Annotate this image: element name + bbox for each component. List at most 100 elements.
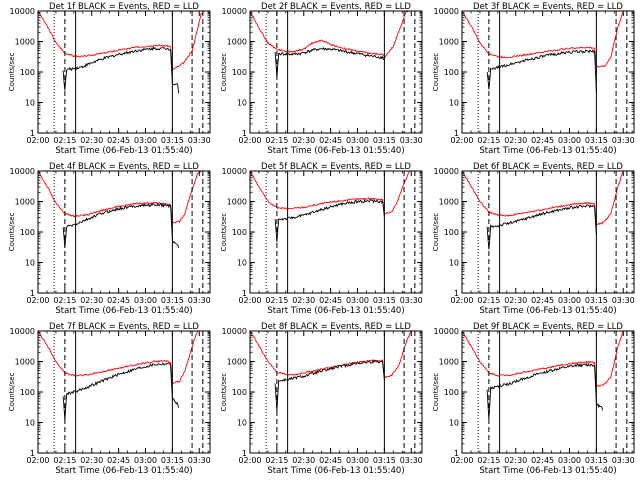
- series-line: [486, 48, 597, 94]
- chart-panel: Det 5f BLACK = Events, RED = LLD 1 10 100 10…: [220, 162, 423, 316]
- plot-frame: [249, 10, 423, 134]
- series-line: [62, 362, 180, 421]
- x-tick-label: 02:45: [107, 456, 130, 465]
- x-tick-label: 03:00: [134, 136, 157, 145]
- x-tick-label: 03:15: [161, 136, 184, 145]
- chart-panel: Det 3f BLACK = Events, RED = LLD 1 10 100 10…: [432, 2, 635, 156]
- x-tick-label: 02:45: [531, 296, 554, 305]
- x-tick-label: 02:45: [319, 456, 342, 465]
- x-axis-label: Start Time (06-Feb-13 01:55:40): [55, 466, 192, 476]
- chart-panel: Det 7f BLACK = Events, RED = LLD 1 10 100 10…: [8, 322, 211, 476]
- y-tick-label: 1000: [15, 38, 35, 47]
- y-axis-label: Counts/sec: [432, 213, 440, 252]
- x-tick-label: 03:30: [612, 136, 635, 145]
- x-tick-label: 02:15: [477, 296, 500, 305]
- y-tick-label: 10000: [10, 327, 35, 336]
- series-line: [62, 46, 180, 94]
- series-line: [461, 170, 624, 225]
- series-line: [486, 204, 597, 250]
- y-tick-label: 1000: [15, 358, 35, 367]
- x-tick-label: 02:00: [238, 136, 261, 145]
- y-tick-label: 100: [20, 388, 35, 397]
- x-tick-label: 02:15: [265, 296, 288, 305]
- x-tick-label: 02:00: [450, 456, 473, 465]
- plot-frame: [37, 330, 211, 454]
- x-tick-label: 03:00: [346, 136, 369, 145]
- x-tick-label: 03:00: [346, 456, 369, 465]
- x-tick-label: 03:15: [585, 456, 608, 465]
- chart-panel: Det 6f BLACK = Events, RED = LLD 1 10 100 10…: [432, 162, 635, 316]
- y-tick-label: 1000: [227, 198, 247, 207]
- x-tick-label: 02:30: [80, 296, 103, 305]
- x-tick-label: 03:00: [558, 456, 581, 465]
- x-tick-label: 03:00: [134, 456, 157, 465]
- x-tick-label: 03:00: [346, 296, 369, 305]
- x-tick-label: 02:45: [107, 136, 130, 145]
- y-tick-label: 10000: [222, 327, 247, 336]
- y-tick-label: 1000: [439, 38, 459, 47]
- y-tick-label: 1: [242, 449, 247, 458]
- x-tick-label: 02:15: [265, 456, 288, 465]
- x-axis-label: Start Time (06-Feb-13 01:55:40): [479, 466, 616, 476]
- y-tick-label: 1000: [439, 198, 459, 207]
- chart-title: Det 1f BLACK = Events, RED = LLD: [49, 2, 199, 12]
- y-tick-label: 1: [242, 129, 247, 138]
- chart-title: Det 5f BLACK = Events, RED = LLD: [261, 162, 411, 172]
- x-tick-label: 03:00: [134, 296, 157, 305]
- x-tick-label: 03:00: [558, 296, 581, 305]
- x-tick-label: 02:30: [504, 136, 527, 145]
- chart-title: Det 7f BLACK = Events, RED = LLD: [49, 322, 199, 332]
- x-tick-label: 03:30: [400, 456, 423, 465]
- series-line: [37, 330, 198, 384]
- chart-title: Det 3f BLACK = Events, RED = LLD: [473, 2, 623, 12]
- chart-title: Det 6f BLACK = Events, RED = LLD: [473, 162, 623, 172]
- y-tick-label: 10: [449, 99, 459, 108]
- chart-title: Det 8f BLACK = Events, RED = LLD: [261, 322, 411, 332]
- y-tick-label: 1000: [227, 38, 247, 47]
- x-tick-label: 02:45: [531, 456, 554, 465]
- x-tick-label: 03:15: [161, 456, 184, 465]
- x-tick-label: 03:30: [188, 136, 211, 145]
- y-tick-label: 10: [25, 259, 35, 268]
- y-axis-label: Counts/sec: [8, 213, 16, 252]
- series-line: [249, 330, 412, 380]
- x-tick-label: 02:00: [450, 136, 473, 145]
- plot-frame: [461, 10, 635, 134]
- chart-title: Det 2f BLACK = Events, RED = LLD: [261, 2, 411, 12]
- y-tick-label: 10000: [222, 167, 247, 176]
- x-tick-label: 02:30: [80, 136, 103, 145]
- y-axis-label: Counts/sec: [8, 53, 16, 92]
- x-tick-label: 03:15: [161, 296, 184, 305]
- x-tick-label: 02:00: [450, 296, 473, 305]
- chart-panel: Det 1f BLACK = Events, RED = LLD 1 10 100 10…: [8, 2, 211, 156]
- y-tick-label: 1000: [439, 358, 459, 367]
- x-tick-label: 02:30: [504, 456, 527, 465]
- y-tick-label: 100: [232, 388, 247, 397]
- y-tick-label: 10: [449, 419, 459, 428]
- x-tick-label: 03:30: [612, 456, 635, 465]
- x-axis-label: Start Time (06-Feb-13 01:55:40): [479, 146, 616, 156]
- x-tick-label: 02:15: [477, 456, 500, 465]
- x-tick-label: 03:30: [612, 296, 635, 305]
- x-axis-label: Start Time (06-Feb-13 01:55:40): [479, 306, 616, 316]
- y-tick-label: 1000: [227, 358, 247, 367]
- y-tick-label: 1: [30, 289, 35, 298]
- x-axis-label: Start Time (06-Feb-13 01:55:40): [267, 306, 404, 316]
- y-tick-label: 1: [242, 289, 247, 298]
- x-tick-label: 02:30: [292, 456, 315, 465]
- series-line: [37, 10, 205, 71]
- y-tick-label: 100: [444, 388, 459, 397]
- x-tick-label: 02:00: [26, 456, 49, 465]
- y-axis-label: Counts/sec: [432, 53, 440, 92]
- x-tick-label: 03:15: [585, 136, 608, 145]
- y-tick-label: 1: [454, 289, 459, 298]
- y-tick-label: 100: [232, 228, 247, 237]
- chart-panel: Det 4f BLACK = Events, RED = LLD 1 10 100 10…: [8, 162, 211, 316]
- y-tick-label: 100: [444, 68, 459, 77]
- y-tick-label: 1: [454, 129, 459, 138]
- y-tick-label: 1: [30, 129, 35, 138]
- x-tick-label: 02:45: [107, 296, 130, 305]
- x-tick-label: 02:00: [26, 136, 49, 145]
- x-tick-label: 03:15: [373, 296, 396, 305]
